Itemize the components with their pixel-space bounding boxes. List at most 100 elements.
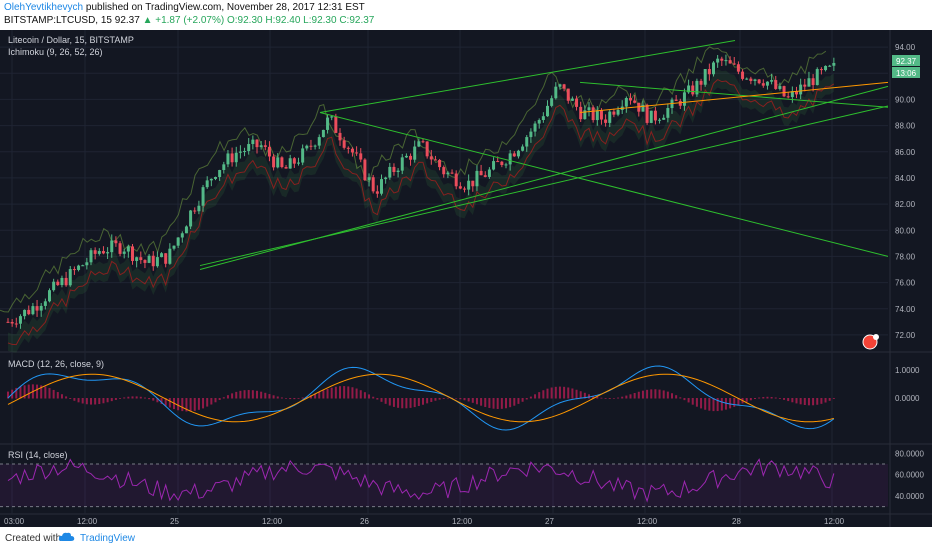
macd-histogram-bar	[434, 398, 437, 401]
macd-histogram-bar	[168, 398, 171, 408]
price-axis[interactable]: 94.0092.0090.0088.0086.0084.0082.0080.00…	[895, 43, 916, 340]
macd-histogram-bar	[359, 390, 362, 399]
author-link[interactable]: OlehYevtikhevych	[4, 2, 84, 13]
macd-histogram-bar	[733, 398, 736, 407]
candle-body	[433, 159, 437, 161]
time-axis[interactable]: 03:00 12:00 25 12:00 26 12:00 27 12:00 28 12:00	[4, 517, 845, 526]
macd-histogram-bar	[600, 397, 603, 399]
candle-body	[218, 170, 222, 178]
candle-body	[6, 321, 10, 323]
candle-body	[546, 105, 549, 117]
candle-body	[653, 110, 657, 121]
tradingview-cloud-icon[interactable]	[58, 531, 76, 543]
tradingview-brand[interactable]: TradingView	[80, 533, 136, 544]
event-flag-icon[interactable]	[862, 334, 879, 350]
trendlines[interactable]	[199, 40, 889, 270]
candle-body	[425, 141, 429, 157]
candle-body	[77, 265, 81, 270]
macd-histogram-bar	[322, 390, 325, 399]
macd-histogram-bar	[567, 387, 570, 399]
candle-body	[529, 131, 533, 138]
macd-histogram-bar	[405, 398, 408, 409]
candle-body	[612, 111, 616, 115]
candle-body	[404, 155, 408, 158]
candle-body	[716, 58, 720, 63]
candle-body	[761, 83, 765, 86]
macd-histogram-bar	[484, 398, 487, 407]
ichimoku-label[interactable]: Ichimoku (9, 26, 52, 26)	[8, 47, 103, 57]
candle-body	[106, 252, 110, 254]
candle-body	[255, 139, 259, 148]
candle-body	[276, 157, 280, 168]
candle-body	[317, 137, 321, 146]
candle-body	[93, 250, 97, 254]
macd-histogram-bar	[554, 386, 557, 399]
candle-body	[375, 191, 379, 194]
macd-histogram-bar	[297, 398, 300, 399]
macd-histogram-bar	[455, 398, 458, 399]
candle-body	[463, 188, 466, 190]
macd-histogram-bar	[783, 398, 786, 400]
macd-histogram-bar	[724, 398, 727, 410]
macd-histogram-bar	[264, 392, 267, 399]
symbol-label: BITSTAMP:LTCUSD, 15	[4, 15, 112, 26]
candle-body	[56, 281, 60, 286]
candle-body	[649, 110, 653, 123]
candle-body	[662, 117, 666, 120]
macd-histogram-bar	[376, 398, 379, 400]
candle-body	[570, 98, 574, 101]
candle-body	[508, 153, 512, 165]
macd-title[interactable]: MACD (12, 26, close, 9)	[8, 359, 104, 369]
candle-body	[745, 78, 749, 80]
macd-histogram-bar	[807, 398, 810, 406]
macd-histogram-bar	[119, 398, 122, 399]
macd-histogram-bar	[239, 390, 242, 399]
candle-body	[533, 123, 537, 132]
macd-histogram-bar	[517, 398, 520, 404]
candle-body	[458, 186, 462, 189]
last-price: 92.37	[114, 15, 140, 26]
candle-body	[629, 98, 632, 101]
candle-body	[230, 153, 234, 163]
macd-histogram-bar	[695, 398, 698, 407]
rsi-pane: 80.0000 60.0000 40.0000	[0, 449, 924, 508]
macd-histogram-bar	[708, 398, 711, 411]
chart-area[interactable]: 94.0092.0090.0088.0086.0084.0082.0080.00…	[0, 30, 932, 527]
macd-histogram-bar	[152, 398, 155, 401]
candle-body	[471, 180, 475, 187]
price-tick-label: 82.00	[895, 200, 916, 209]
macd-histogram-bar	[633, 392, 636, 399]
time-tick-label: 28	[732, 517, 741, 526]
candle-body	[500, 161, 504, 166]
published-text: published on TradingView.com, November 2…	[85, 2, 365, 13]
candle-body	[624, 98, 628, 107]
candle-body	[313, 145, 317, 147]
macd-histogram-bar	[629, 394, 632, 399]
macd-histogram-bar	[812, 398, 815, 406]
macd-histogram-bar	[546, 388, 549, 399]
candle-body	[658, 119, 662, 121]
macd-histogram-bar	[795, 398, 798, 404]
chikou-span	[0, 46, 827, 313]
candle-body	[60, 277, 64, 286]
macd-histogram-bar	[766, 396, 769, 399]
time-tick-label: 03:00	[4, 517, 25, 526]
macd-histogram-bar	[27, 384, 30, 399]
candle-body	[707, 69, 711, 75]
macd-histogram-bar	[716, 398, 719, 412]
macd-histogram-bar	[492, 398, 495, 409]
macd-histogram-bar	[446, 397, 449, 399]
chart-canvas[interactable]: 94.0092.0090.0088.0086.0084.0082.0080.00…	[0, 30, 932, 527]
macd-histogram-bar	[114, 398, 117, 400]
footer: Created with TradingView	[0, 527, 932, 550]
rsi-title[interactable]: RSI (14, close)	[8, 450, 68, 460]
candle-body	[392, 166, 396, 173]
candle-body	[641, 104, 645, 112]
macd-pane: 1.0000 0.0000	[7, 365, 920, 431]
macd-histogram-bar	[417, 398, 420, 407]
macd-histogram-bar	[392, 398, 395, 407]
candle-body	[110, 240, 114, 253]
candle-body	[238, 151, 242, 153]
candle-body	[438, 159, 442, 168]
macd-histogram-bar	[832, 398, 835, 399]
